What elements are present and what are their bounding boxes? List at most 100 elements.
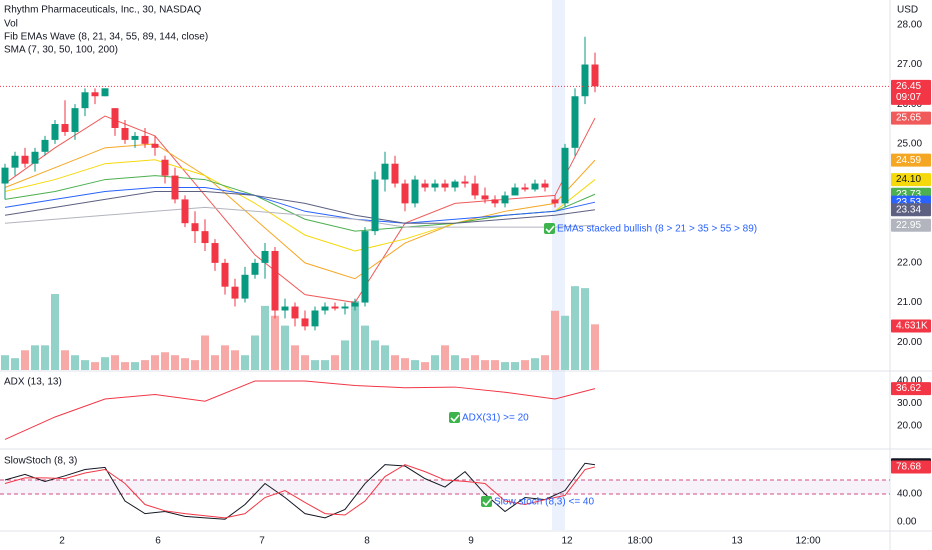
price-tag: [891, 218, 931, 232]
legend-entry: Fib EMAs Wave (8, 21, 34, 55, 89, 144, c…: [4, 32, 208, 43]
price-tag-label: 36.62: [896, 383, 921, 394]
candle-body: [471, 183, 479, 196]
volume-bar: [351, 300, 359, 370]
legend-entry: Vol: [4, 19, 18, 30]
x-tick-label: 2: [59, 536, 65, 547]
candle-body: [11, 155, 19, 168]
volume-bar: [471, 355, 479, 370]
volume-bar: [251, 335, 259, 370]
volume-bar: [421, 362, 429, 370]
y-tick-label: 28.00: [897, 19, 922, 30]
check-mark: [482, 498, 492, 507]
candle-body: [231, 286, 239, 299]
x-tick-label: 13: [731, 536, 743, 547]
candle-body: [561, 147, 569, 204]
volume-bar: [241, 355, 249, 370]
candle-body: [181, 199, 189, 224]
check-mark: [545, 225, 555, 234]
candle-body: [21, 155, 29, 164]
x-tick-label: 6: [155, 536, 161, 547]
volume-bar: [121, 362, 129, 370]
volume-bar: [271, 315, 279, 370]
volume-bar: [451, 355, 459, 370]
candle-body: [371, 179, 379, 232]
candle-body: [571, 96, 579, 148]
volume-bar: [411, 360, 419, 370]
y-tick-label: 20.00: [897, 421, 922, 432]
x-tick-label: 9: [468, 536, 474, 547]
annotation: EMAs stacked bullish (8 > 21 > 35 > 55 >…: [557, 224, 757, 235]
y-tick-label: 21.00: [897, 297, 922, 308]
indicator-line: [4, 159, 596, 252]
volume-bar: [461, 358, 469, 370]
volume-bar: [61, 350, 69, 370]
volume-bar: [261, 305, 269, 370]
volume-bar: [531, 358, 539, 370]
volume-bar: [541, 355, 549, 370]
pane-title: ADX (13, 13): [4, 377, 62, 388]
candle-body: [541, 183, 549, 188]
volume-bar: [31, 345, 39, 370]
candle-body: [101, 88, 109, 97]
check-icon: [544, 223, 555, 234]
volume-bar: [131, 362, 139, 370]
volume-bar: [11, 358, 19, 370]
volume-bar: [161, 352, 169, 370]
candle-body: [511, 187, 519, 196]
currency: USD: [897, 5, 918, 16]
candle-body: [521, 187, 529, 190]
price-tag: [891, 203, 931, 217]
volume-bar: [481, 360, 489, 370]
volume-bar: [41, 345, 49, 370]
volume-bar: [51, 294, 59, 370]
price-tag-label: 23.73: [896, 189, 921, 200]
candle-body: [411, 179, 419, 204]
volume-bar: [361, 325, 369, 370]
price-tag-label: 22.95: [896, 220, 921, 231]
volume-bar: [501, 362, 509, 370]
y-tick-label: 20.00: [897, 337, 922, 348]
candle-body: [61, 124, 69, 132]
candle-body: [551, 199, 559, 204]
annotation: ADX(31) >= 20: [462, 413, 529, 424]
y-tick-label: 0.00: [897, 517, 917, 528]
candle-body: [71, 108, 79, 132]
chart-title: Rhythm Pharmaceuticals, Inc., 30, NASDAQ: [4, 5, 202, 16]
candle-body: [221, 262, 229, 287]
y-tick-label: 40.00: [897, 489, 922, 500]
volume-bar: [321, 360, 329, 370]
candle-body: [141, 135, 149, 144]
price-tag-label: 25.65: [896, 113, 921, 124]
candle-body: [241, 274, 249, 299]
candle-body: [481, 195, 489, 200]
price-tag-label: 4.631K: [896, 321, 928, 332]
volume-bar: [201, 335, 209, 370]
price-tag-label: 78.68: [896, 462, 921, 473]
candle-body: [261, 250, 269, 263]
price-tag: [891, 382, 931, 396]
volume-bar: [341, 340, 349, 370]
candle-body: [81, 92, 89, 109]
candle-body: [301, 318, 309, 327]
check-icon: [449, 412, 460, 423]
candle-body: [451, 181, 459, 188]
volume-bar: [311, 360, 319, 370]
x-tick-label: 7: [259, 536, 265, 547]
volume-bar: [191, 360, 199, 370]
legend-entry: SMA (7, 30, 50, 100, 200): [4, 45, 118, 56]
candle-body: [291, 306, 299, 319]
candle-body: [211, 243, 219, 263]
volume-bar: [101, 357, 109, 370]
candle-body: [51, 124, 59, 140]
candle-body: [151, 143, 159, 148]
candle-body: [161, 159, 169, 176]
price-tag-label: 24.59: [896, 155, 921, 166]
volume-bar: [71, 355, 79, 370]
candle-body: [131, 135, 139, 140]
candle-body: [311, 310, 319, 327]
indicator-line: [4, 462, 596, 520]
candle-body: [111, 108, 119, 128]
volume-bar: [491, 360, 499, 370]
y-tick-label: 22.00: [897, 258, 922, 269]
y-tick-label: 25.00: [897, 138, 922, 149]
